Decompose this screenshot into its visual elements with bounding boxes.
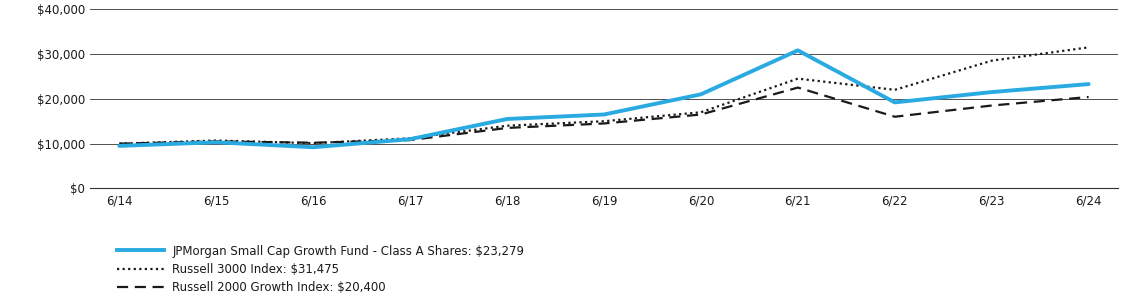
Legend: JPMorgan Small Cap Growth Fund - Class A Shares: $23,279, Russell 3000 Index: $3: JPMorgan Small Cap Growth Fund - Class A…	[116, 245, 524, 294]
